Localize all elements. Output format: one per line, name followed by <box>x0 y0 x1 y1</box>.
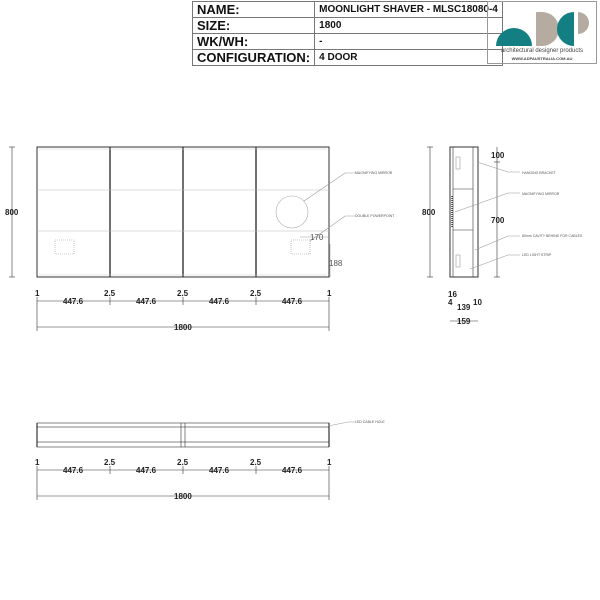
dim-label: 2.5 <box>250 458 262 467</box>
dim-label: 2.5 <box>177 289 189 298</box>
dim-label: 4 <box>448 298 453 307</box>
callout-label: DOUBLE POWERPOINT <box>355 214 395 218</box>
dim-label: 170 <box>310 233 324 242</box>
callout-label: MAGNIFYING MIRROR <box>522 192 560 196</box>
dim-label: 159 <box>457 317 471 326</box>
front-height-dim: 800 <box>5 208 19 217</box>
spec-table: NAME: MOONLIGHT SHAVER - MLSC18080-4 SIZE… <box>191 1 503 66</box>
powerpoint-right <box>290 239 311 255</box>
magnifying-mirror-circle <box>275 195 309 229</box>
dim-label: 447.6 <box>136 297 157 306</box>
company-logo: architectural designer products WWW.ADPA… <box>487 1 597 64</box>
dim-label: 16 <box>448 290 457 299</box>
plan-view <box>36 421 355 500</box>
dim-label: 447.6 <box>209 466 230 475</box>
dim-label: 139 <box>457 303 471 312</box>
callout-label: HANGING BRACKET <box>522 171 557 175</box>
dim-label: 2.5 <box>104 289 116 298</box>
dim-label: 1800 <box>174 323 192 332</box>
dim-label: 1 <box>35 289 40 298</box>
dim-label: 447.6 <box>209 297 230 306</box>
dim-label: 1800 <box>174 492 192 501</box>
dim-label: 1 <box>327 458 332 467</box>
callout-label: MAGNIFYING MIRROR <box>355 171 393 175</box>
powerpoint-left <box>54 239 75 255</box>
logo-mark <box>496 12 589 46</box>
dim-label: 447.6 <box>282 466 303 475</box>
dim-label: 1 <box>327 289 332 298</box>
dim-label: 2.5 <box>104 458 116 467</box>
dim-label: 10 <box>473 298 482 307</box>
spec-row-configuration: CONFIGURATION: 4 DOOR <box>191 49 503 66</box>
side-height-dim: 800 <box>422 208 436 217</box>
front-view <box>9 146 355 331</box>
dim-label: 447.6 <box>282 297 303 306</box>
dim-label: 188 <box>329 259 343 268</box>
dim-label: 2.5 <box>250 289 262 298</box>
dim-label: 1 <box>35 458 40 467</box>
callout-label: LED LIGHT STRIP <box>522 253 552 257</box>
dim-label: 100 <box>491 151 505 160</box>
dim-label: 700 <box>491 216 505 225</box>
dim-label: 447.6 <box>63 466 84 475</box>
side-view <box>427 146 520 322</box>
callout-label: 80mm CAVITY BEHIND FOR CABLES <box>522 234 583 238</box>
callout-label: LED CABLE HOLE <box>355 420 385 424</box>
dim-label: 2.5 <box>177 458 189 467</box>
dim-label: 447.6 <box>63 297 84 306</box>
dim-label: 447.6 <box>136 466 157 475</box>
